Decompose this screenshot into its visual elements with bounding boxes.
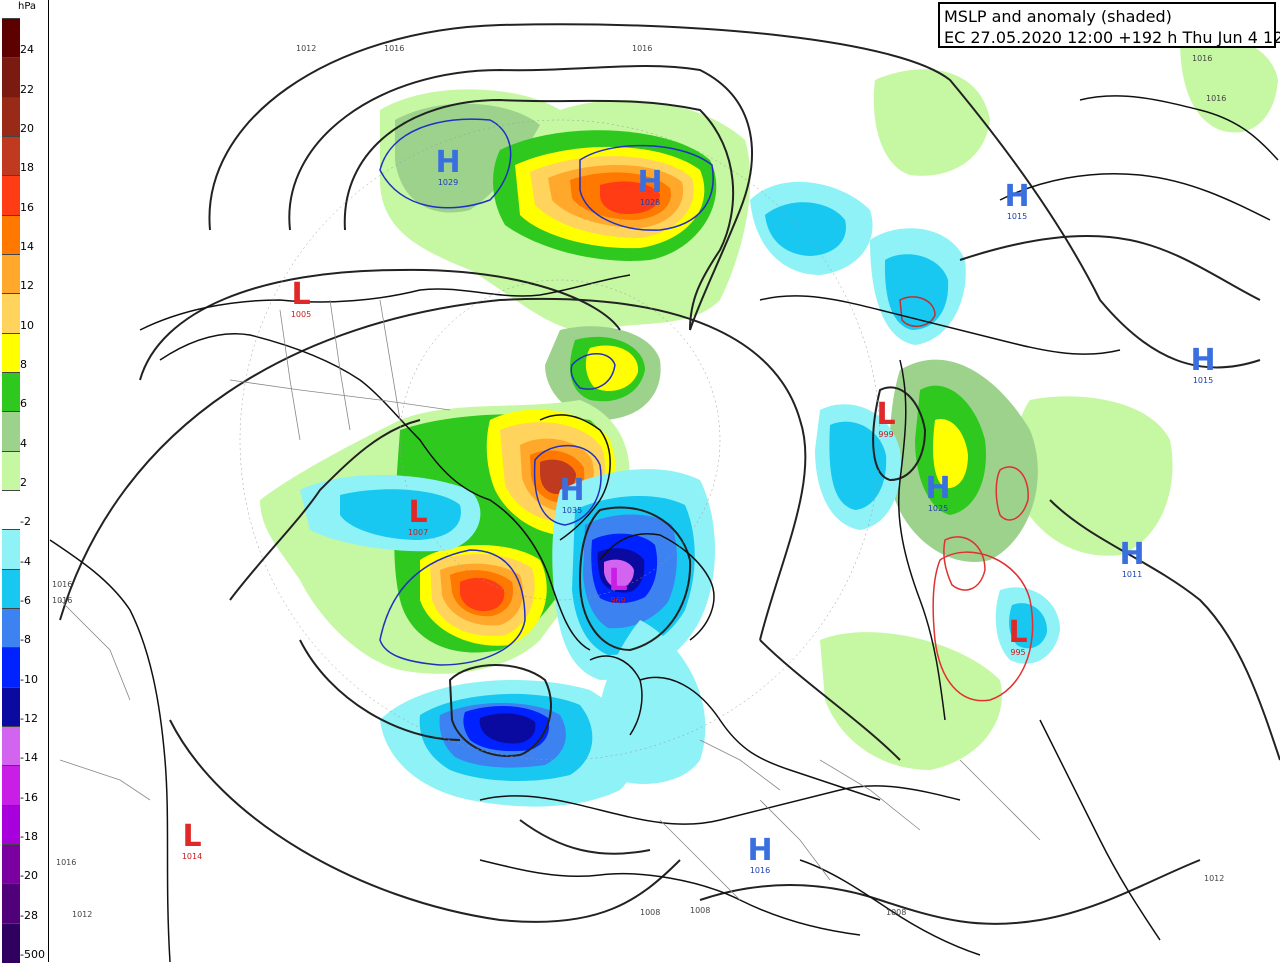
legend-swatch bbox=[2, 372, 20, 413]
legend-tick-label: 4 bbox=[20, 436, 27, 450]
low-pressure-marker: L 1005 bbox=[290, 277, 312, 320]
legend-tick-label: 10 bbox=[20, 318, 34, 332]
legend-tick-label: 20 bbox=[20, 122, 34, 135]
legend-swatch bbox=[2, 293, 20, 334]
isobar-label: 1008 bbox=[690, 906, 711, 915]
isobar-label: 1016 bbox=[1206, 94, 1227, 103]
legend-unit: hPa bbox=[18, 1, 37, 12]
legend-tick-label: 14 bbox=[20, 240, 34, 253]
legend-swatch bbox=[2, 136, 20, 177]
legend-swatch bbox=[2, 175, 20, 216]
legend-swatch bbox=[2, 726, 20, 767]
legend-swatch bbox=[2, 18, 20, 59]
low-pressure-marker: L 969 bbox=[608, 563, 628, 606]
legend-tick-label: -14 bbox=[20, 751, 38, 765]
high-pressure-marker: H 1025 bbox=[925, 471, 951, 514]
isobar-label: 1016 bbox=[52, 596, 73, 605]
legend-tick-label: -6 bbox=[20, 594, 31, 607]
legend-tick-label: 18 bbox=[20, 161, 34, 175]
legend-tick-label: 22 bbox=[20, 82, 34, 96]
high-pressure-marker: H 1028 bbox=[637, 165, 663, 208]
high-pressure-marker: H 1015 bbox=[1004, 179, 1030, 222]
negative-anomaly-shading bbox=[300, 181, 1060, 807]
isobar-label: 1012 bbox=[1204, 874, 1225, 883]
isobar-label: 1016 bbox=[52, 580, 73, 589]
legend-swatch bbox=[2, 568, 20, 609]
borders bbox=[59, 299, 1041, 901]
legend-swatch bbox=[2, 214, 20, 255]
legend-tick-label: -4 bbox=[20, 554, 31, 568]
isobar-label: 1012 bbox=[72, 910, 93, 919]
legend-tick-label: 2 bbox=[20, 476, 27, 489]
legend-tick-label: -20 bbox=[20, 869, 38, 883]
isobar-label: 1008 bbox=[886, 908, 907, 917]
legend-tick-label: -8 bbox=[20, 633, 31, 647]
legend-swatch bbox=[2, 57, 20, 98]
legend-tick-label: -28 bbox=[20, 908, 38, 922]
legend-swatch bbox=[2, 96, 20, 137]
low-pressure-marker: L 995 bbox=[1008, 615, 1028, 658]
high-pressure-marker: H 1016 bbox=[747, 833, 773, 876]
color-legend: hPa 24 22 20 18 16 14 12 10 8 6 4 2 -2 -4 -6 -8 -10 -12 -1… bbox=[0, 0, 49, 963]
low-pressure-marker: L 999 bbox=[876, 397, 896, 440]
isobar-label: 1012 bbox=[296, 44, 317, 53]
low-pressure-marker: L 1007 bbox=[407, 495, 429, 538]
isobar-label: 1008 bbox=[640, 908, 661, 917]
isobar-label: 1016 bbox=[384, 44, 405, 53]
positive-anomaly-shading bbox=[260, 36, 1278, 770]
legend-swatch bbox=[2, 411, 20, 452]
legend-swatch bbox=[2, 450, 20, 491]
low-pressure-marker: L 1014 bbox=[181, 819, 203, 862]
legend-tick-label: 6 bbox=[20, 397, 27, 411]
legend-swatches bbox=[2, 0, 20, 963]
legend-swatch bbox=[2, 647, 20, 688]
legend-tick-label: -18 bbox=[20, 830, 38, 843]
legend-swatch bbox=[2, 804, 20, 845]
legend-swatch bbox=[2, 332, 20, 373]
isobar-label: 1016 bbox=[1192, 54, 1213, 63]
high-pressure-marker: H 1015 bbox=[1190, 343, 1216, 386]
legend-tick-label: 16 bbox=[20, 200, 34, 214]
legend-tick-label: 8 bbox=[20, 358, 27, 371]
isobars bbox=[59, 23, 1280, 925]
title-line-1: MSLP and anomaly (shaded) bbox=[944, 7, 1172, 26]
coastlines bbox=[49, 95, 1279, 962]
legend-tick-label: -10 bbox=[20, 672, 38, 686]
high-pressure-marker: H 1035 bbox=[559, 473, 585, 516]
title-line-2: EC 27.05.2020 12:00 +192 h Thu Jun 4 12h… bbox=[944, 28, 1280, 47]
legend-tick-label: 24 bbox=[20, 43, 34, 57]
legend-tick-label: -12 bbox=[20, 712, 38, 725]
legend-swatch bbox=[2, 529, 20, 570]
legend-tick-label: -2 bbox=[20, 515, 31, 529]
high-pressure-marker: H 1029 bbox=[435, 145, 461, 188]
chart-title-box: MSLP and anomaly (shaded) EC 27.05.2020 … bbox=[938, 2, 1280, 48]
legend-tick-label: -500 bbox=[20, 948, 45, 961]
anomaly-contours bbox=[379, 118, 1034, 702]
legend-swatch bbox=[2, 883, 20, 924]
legend-tick-label: -16 bbox=[20, 790, 38, 804]
legend-swatch bbox=[2, 844, 20, 885]
isobar-label: 1016 bbox=[632, 44, 653, 53]
isobar-label: 1016 bbox=[56, 858, 77, 867]
legend-swatch bbox=[2, 765, 20, 806]
legend-swatch bbox=[2, 254, 20, 295]
map-graticule bbox=[239, 119, 881, 761]
legend-swatch bbox=[2, 608, 20, 649]
legend-tick-label: 12 bbox=[20, 279, 34, 293]
legend-swatch bbox=[2, 490, 20, 531]
legend-swatch bbox=[2, 922, 20, 963]
high-pressure-marker: H 1011 bbox=[1119, 537, 1145, 580]
legend-swatch bbox=[2, 686, 20, 727]
